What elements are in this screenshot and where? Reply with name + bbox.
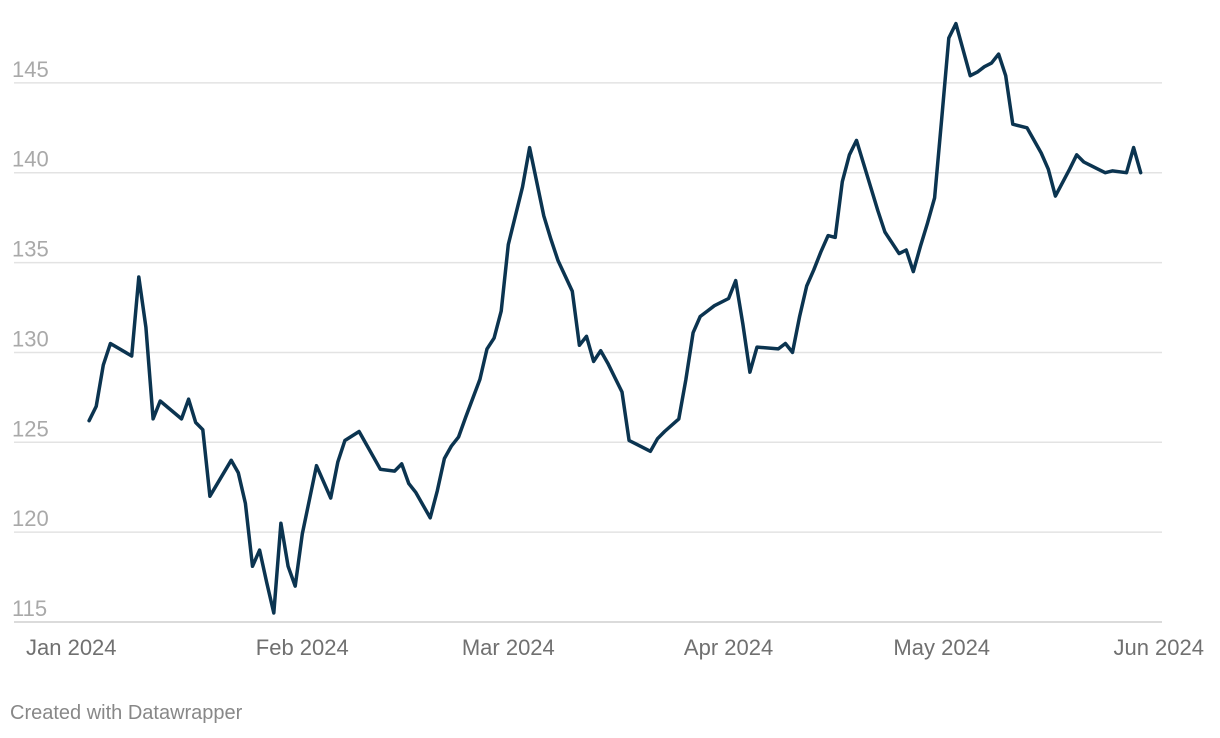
y-axis-ticks: 115 120 125 130 135 140 145 bbox=[12, 57, 49, 621]
y-tick-label: 115 bbox=[12, 596, 47, 621]
y-tick-label: 145 bbox=[12, 57, 49, 82]
x-axis-ticks: Jan 2024 Feb 2024 Mar 2024 Apr 2024 May 2024… bbox=[26, 635, 1204, 660]
series-layer bbox=[87, 21, 1143, 615]
x-tick-label: Jun 2024 bbox=[1113, 635, 1204, 660]
x-tick-label: May 2024 bbox=[893, 635, 990, 660]
y-tick-label: 125 bbox=[12, 416, 49, 441]
x-tick-label: Feb 2024 bbox=[256, 635, 349, 660]
y-tick-label: 130 bbox=[12, 326, 49, 351]
y-tick-label: 140 bbox=[12, 147, 49, 172]
x-tick-label: Apr 2024 bbox=[684, 635, 773, 660]
y-tick-label: 135 bbox=[12, 237, 49, 262]
y-gridlines bbox=[14, 82, 1162, 623]
datawrapper-credit[interactable]: Created with Datawrapper bbox=[10, 702, 243, 724]
y-tick-label: 120 bbox=[12, 506, 49, 531]
series-line-0 bbox=[87, 21, 1143, 615]
x-tick-label: Mar 2024 bbox=[462, 635, 555, 660]
x-tick-label: Jan 2024 bbox=[26, 635, 117, 660]
